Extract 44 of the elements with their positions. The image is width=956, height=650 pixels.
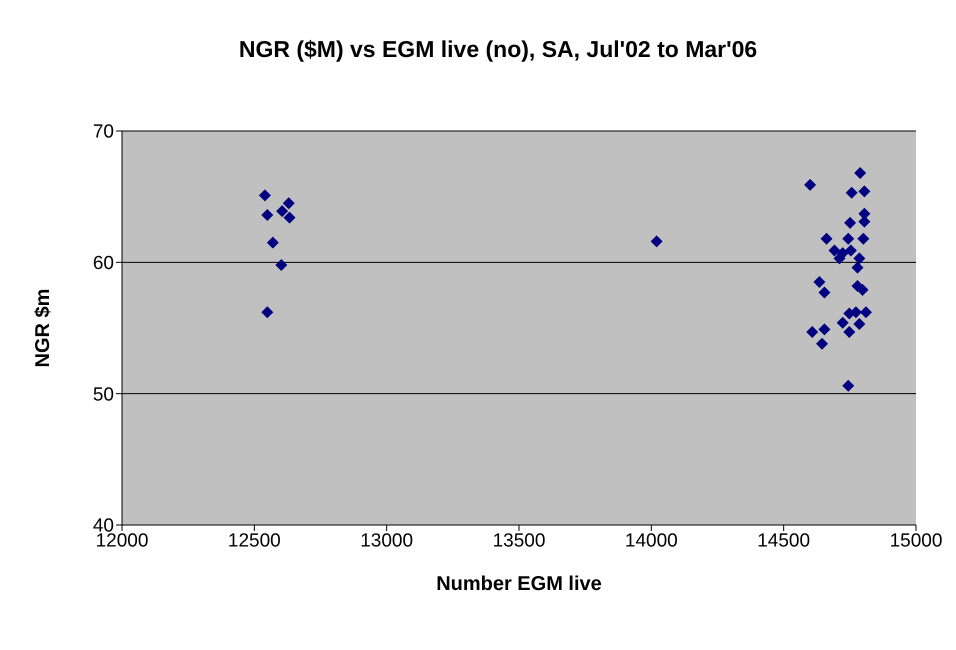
point [842,232,854,245]
x-tick-label: 13000 [360,530,414,552]
point [857,232,870,245]
point [836,316,849,329]
point [813,276,826,288]
y-tick-label: 50 [92,384,114,406]
y-tick-label: 60 [92,253,114,274]
point [258,189,271,202]
point [276,205,288,218]
x-tick-label: 12500 [228,530,281,552]
x-tick-label: 13500 [492,530,546,552]
chart-title: NGR ($M) vs EGM live (no), SA, Jul'02 to Mar'06 [238,36,758,63]
x-tick-label: 14000 [624,530,678,552]
point [282,197,295,210]
point [853,252,866,264]
point [266,236,279,249]
y-axis-title: NGR $m [32,288,54,368]
point [804,178,816,191]
point [844,216,856,229]
point [284,212,296,224]
point [650,235,663,248]
point [853,318,866,330]
y-tick-label: 70 [92,122,114,143]
point [828,244,840,257]
point [844,244,857,257]
x-tick-label: 15000 [890,530,942,552]
x-axis-title: Number EGM live [436,573,602,595]
point [275,258,288,271]
point [846,186,858,199]
point [261,209,274,222]
point [818,286,830,299]
point [806,326,818,338]
point [816,338,828,350]
point [261,306,274,318]
point [852,262,864,274]
point [854,167,866,180]
point [820,232,833,245]
point [818,323,830,336]
point [842,380,854,392]
point [843,326,856,338]
point [860,306,872,318]
x-tick-label: 14500 [757,530,810,552]
point [856,284,869,296]
point [858,185,870,198]
